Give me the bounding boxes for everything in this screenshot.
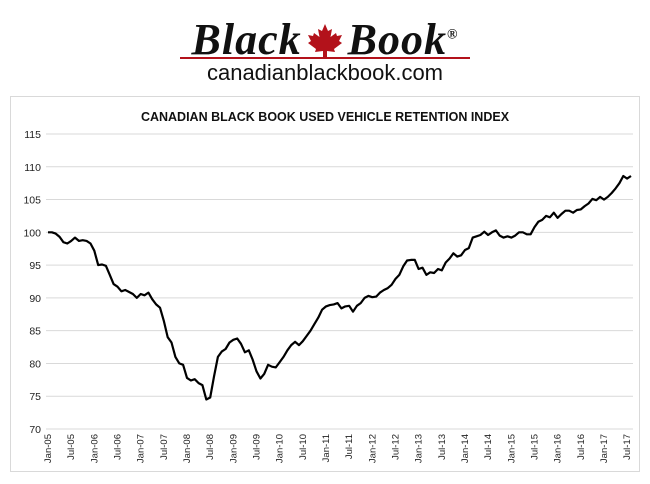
x-tick-label: Jul-08 bbox=[205, 434, 216, 460]
registered-mark: ® bbox=[447, 27, 459, 43]
x-tick-label: Jan-10 bbox=[275, 434, 286, 463]
x-tick-label: Jul-14 bbox=[483, 434, 494, 460]
x-tick-label: Jul-13 bbox=[437, 434, 448, 460]
y-tick-label: 100 bbox=[23, 227, 41, 239]
y-tick-label: 85 bbox=[29, 326, 41, 338]
x-tick-label: Jan-09 bbox=[228, 434, 239, 463]
x-tick-label: Jul-09 bbox=[251, 434, 262, 460]
y-tick-label: 105 bbox=[23, 195, 41, 207]
x-tick-label: Jan-07 bbox=[136, 434, 147, 463]
x-tick-label: Jan-06 bbox=[89, 434, 100, 463]
chart-panel: CANADIAN BLACK BOOK USED VEHICLE RETENTI… bbox=[10, 96, 650, 472]
y-tick-label: 115 bbox=[24, 129, 41, 141]
x-tick-label: Jan-08 bbox=[182, 434, 193, 463]
x-tick-label: Jul-07 bbox=[159, 434, 170, 460]
x-tick-label: Jan-14 bbox=[460, 434, 471, 463]
x-tick-label: Jan-11 bbox=[321, 434, 332, 462]
logo-word-book: Book bbox=[347, 15, 447, 64]
x-tick-label: Jul-11 bbox=[344, 434, 355, 459]
retention-index-line bbox=[48, 174, 632, 401]
y-tick-label: 70 bbox=[29, 424, 41, 436]
y-tick-label: 80 bbox=[29, 358, 41, 370]
maple-leaf-icon bbox=[306, 18, 344, 69]
x-tick-label: Jul-17 bbox=[622, 434, 633, 460]
x-tick-label: Jul-10 bbox=[298, 434, 309, 460]
x-tick-label: Jul-16 bbox=[576, 434, 587, 460]
y-tick-label: 110 bbox=[24, 162, 41, 174]
x-tick-label: Jan-13 bbox=[414, 434, 425, 463]
y-tick-label: 95 bbox=[29, 260, 41, 272]
x-tick-label: Jan-15 bbox=[506, 434, 517, 463]
x-tick-label: Jul-12 bbox=[390, 434, 401, 460]
logo-underline bbox=[180, 57, 470, 59]
logo-word-black: Black bbox=[191, 15, 302, 64]
x-tick-label: Jul-15 bbox=[529, 434, 540, 460]
x-tick-label: Jan-12 bbox=[367, 434, 378, 463]
x-tick-label: Jul-06 bbox=[112, 434, 123, 460]
x-tick-label: Jul-05 bbox=[66, 434, 77, 460]
x-tick-label: Jan-05 bbox=[43, 434, 54, 463]
brand-header: Black Book® canadianblackbook.com bbox=[0, 0, 650, 92]
retention-index-chart: CANADIAN BLACK BOOK USED VEHICLE RETENTI… bbox=[23, 110, 650, 463]
website-url: canadianblackbook.com bbox=[206, 60, 444, 85]
x-tick-label: Jan-16 bbox=[553, 434, 564, 463]
y-tick-label: 75 bbox=[29, 391, 41, 403]
chart-title: CANADIAN BLACK BOOK USED VEHICLE RETENTI… bbox=[141, 110, 510, 124]
x-tick-label: Jan-17 bbox=[599, 434, 610, 463]
y-tick-label: 90 bbox=[29, 293, 41, 305]
black-book-logo: Black Book® bbox=[0, 14, 650, 69]
